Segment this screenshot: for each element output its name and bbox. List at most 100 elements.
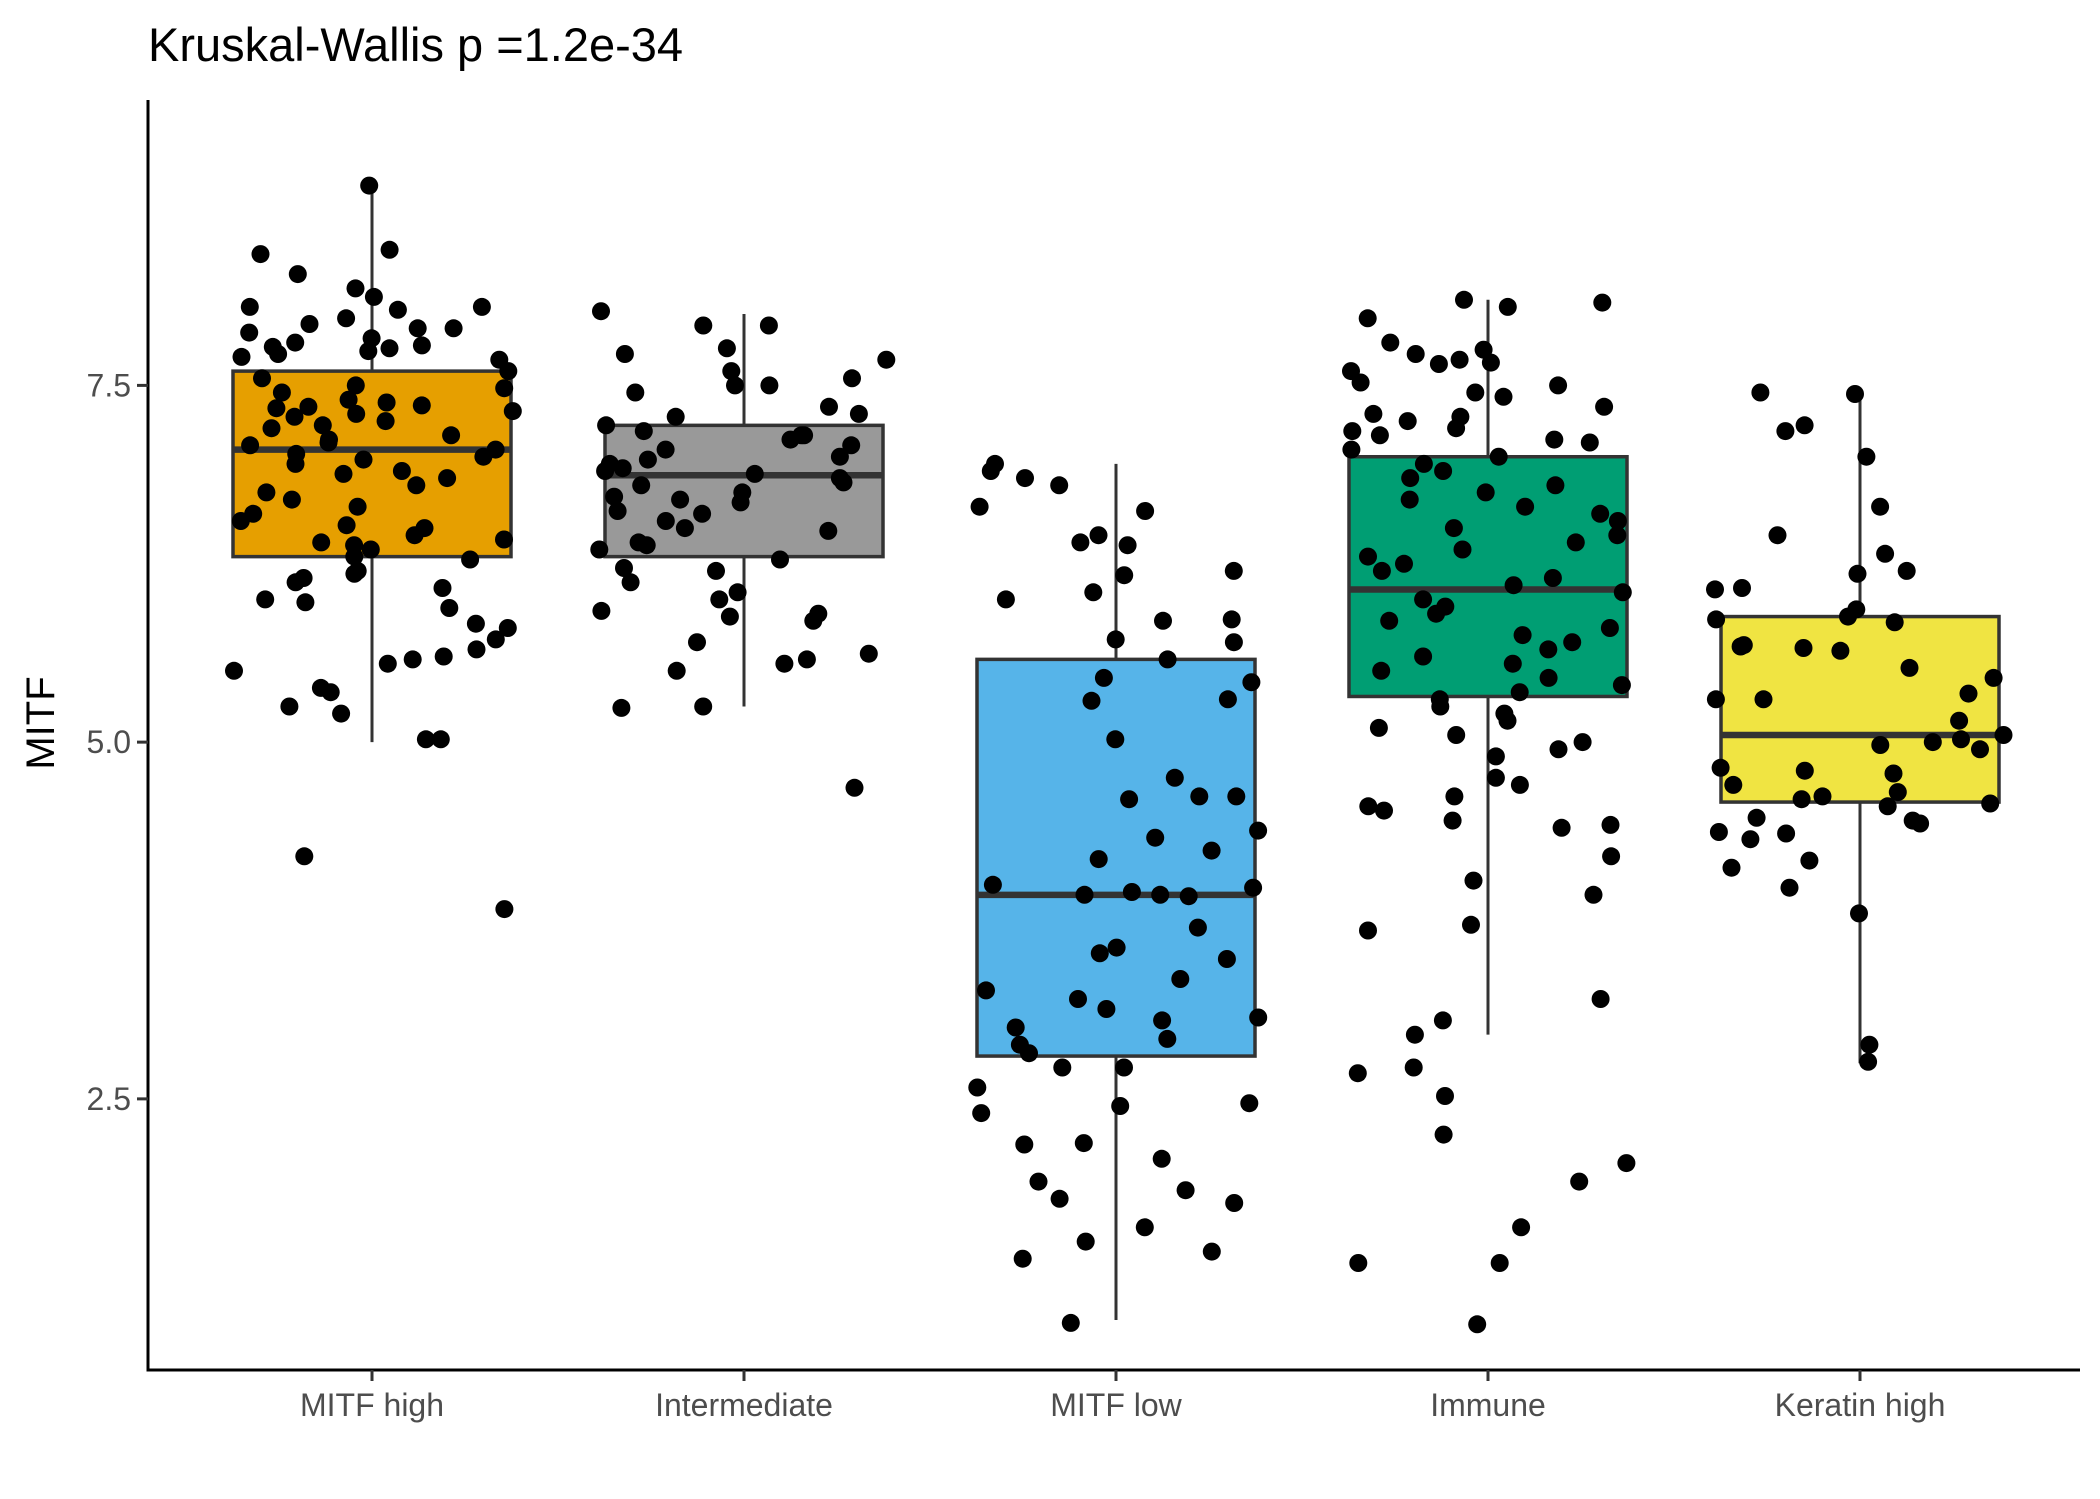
data-point-mitf-low bbox=[1107, 938, 1126, 957]
data-point-keratin-high bbox=[1884, 764, 1903, 783]
data-point-intermediate bbox=[656, 440, 675, 459]
y-tick-label: 2.5 bbox=[87, 1081, 131, 1117]
data-point-immune bbox=[1608, 512, 1627, 530]
data-point-mitf-low bbox=[1082, 691, 1101, 710]
data-point-mitf-high bbox=[269, 345, 288, 363]
data-point-immune bbox=[1513, 626, 1532, 645]
data-point-keratin-high bbox=[1795, 761, 1814, 780]
data-point-intermediate bbox=[731, 493, 750, 512]
x-tick-label-intermediate: Intermediate bbox=[655, 1387, 833, 1423]
data-point-immune bbox=[1429, 355, 1448, 373]
data-point-immune bbox=[1545, 430, 1564, 449]
data-point-keratin-high bbox=[1724, 775, 1743, 794]
data-point-mitf-low bbox=[1218, 690, 1237, 709]
x-tick-label-immune: Immune bbox=[1430, 1387, 1546, 1423]
data-point-mitf-high bbox=[241, 436, 260, 455]
data-point-mitf-low bbox=[1135, 1218, 1154, 1237]
data-point-mitf-high bbox=[474, 447, 493, 466]
data-point-immune bbox=[1348, 1064, 1367, 1083]
data-point-intermediate bbox=[722, 362, 741, 381]
data-point-mitf-high bbox=[267, 399, 286, 418]
data-point-mitf-high bbox=[467, 640, 486, 659]
data-point-mitf-high bbox=[321, 683, 340, 702]
data-point-mitf-high bbox=[360, 176, 379, 195]
data-point-mitf-low bbox=[1090, 944, 1109, 963]
data-point-immune bbox=[1349, 1254, 1368, 1272]
data-point-immune bbox=[1539, 668, 1558, 687]
data-point-intermediate bbox=[834, 473, 853, 492]
data-point-intermediate bbox=[637, 536, 656, 555]
data-point-mitf-low bbox=[1122, 883, 1141, 901]
data-point-mitf-low bbox=[1146, 828, 1165, 847]
data-point-immune bbox=[1372, 661, 1391, 680]
data-point-keratin-high bbox=[1709, 823, 1728, 841]
data-point-keratin-high bbox=[1741, 830, 1760, 849]
data-point-keratin-high bbox=[1795, 416, 1814, 435]
data-point-immune bbox=[1453, 540, 1472, 559]
data-point-mitf-high bbox=[295, 847, 314, 866]
data-point-immune bbox=[1549, 376, 1568, 395]
data-point-mitf-low bbox=[1165, 768, 1184, 787]
x-tick-label-mitf-high: MITF high bbox=[300, 1387, 444, 1423]
data-point-mitf-high bbox=[280, 697, 299, 716]
data-point-immune bbox=[1359, 547, 1377, 566]
data-point-mitf-high bbox=[334, 464, 353, 483]
data-point-immune bbox=[1504, 576, 1523, 595]
data-point-immune bbox=[1468, 1315, 1487, 1334]
data-point-immune bbox=[1602, 847, 1621, 866]
data-point-intermediate bbox=[671, 490, 690, 509]
data-point-mitf-high bbox=[416, 730, 435, 749]
data-point-mitf-low bbox=[970, 497, 989, 516]
data-point-immune bbox=[1584, 885, 1603, 904]
data-point-mitf-high bbox=[286, 573, 305, 592]
data-point-mitf-high bbox=[240, 323, 259, 342]
data-point-intermediate bbox=[820, 397, 838, 416]
data-point-intermediate bbox=[615, 559, 633, 577]
data-point-intermediate bbox=[775, 654, 794, 673]
data-point-mitf-high bbox=[486, 630, 505, 649]
data-point-intermediate bbox=[632, 476, 651, 495]
data-point-keratin-high bbox=[1923, 733, 1942, 752]
data-point-mitf-low bbox=[1240, 1094, 1259, 1113]
box-keratin-high bbox=[1719, 614, 2001, 804]
data-point-mitf-high bbox=[440, 599, 459, 617]
data-point-keratin-high bbox=[1857, 447, 1876, 466]
data-point-mitf-low bbox=[1158, 650, 1177, 669]
data-point-immune bbox=[1450, 350, 1469, 369]
data-point-mitf-low bbox=[1171, 970, 1190, 988]
data-point-keratin-high bbox=[1731, 637, 1750, 656]
data-point-intermediate bbox=[760, 376, 779, 395]
data-point-intermediate bbox=[759, 316, 778, 335]
data-point-mitf-low bbox=[1115, 1058, 1133, 1077]
data-point-keratin-high bbox=[1831, 641, 1850, 660]
data-point-keratin-high bbox=[1850, 904, 1868, 923]
data-point-keratin-high bbox=[1706, 580, 1724, 599]
data-point-mitf-high bbox=[332, 704, 351, 723]
data-point-immune bbox=[1489, 447, 1508, 466]
data-point-immune bbox=[1395, 554, 1413, 573]
data-point-mitf-low bbox=[1106, 630, 1125, 649]
data-point-mitf-high bbox=[442, 426, 461, 445]
data-point-mitf-low bbox=[1094, 668, 1113, 687]
data-point-immune bbox=[1370, 426, 1389, 445]
data-point-immune bbox=[1462, 915, 1480, 934]
data-point-immune bbox=[1600, 619, 1619, 637]
data-point-immune bbox=[1481, 353, 1500, 372]
data-point-mitf-high bbox=[377, 393, 396, 412]
data-point-mitf-low bbox=[1202, 1242, 1221, 1261]
data-point-mitf-high bbox=[380, 240, 399, 259]
data-point-mitf-high bbox=[380, 339, 399, 358]
data-point-mitf-high bbox=[339, 390, 358, 409]
data-point-mitf-low bbox=[1097, 1000, 1116, 1018]
data-point-mitf-high bbox=[286, 454, 305, 473]
data-point-mitf-high bbox=[299, 397, 318, 416]
data-point-immune bbox=[1546, 476, 1565, 495]
data-point-mitf-high bbox=[262, 419, 281, 438]
box-group-mitf-low bbox=[968, 454, 1268, 1332]
data-point-keratin-high bbox=[1733, 579, 1751, 597]
data-point-mitf-high bbox=[312, 533, 331, 552]
data-point-mitf-high bbox=[359, 342, 378, 361]
data-point-mitf-high bbox=[433, 579, 452, 597]
data-point-intermediate bbox=[781, 430, 800, 449]
data-point-intermediate bbox=[592, 601, 611, 620]
